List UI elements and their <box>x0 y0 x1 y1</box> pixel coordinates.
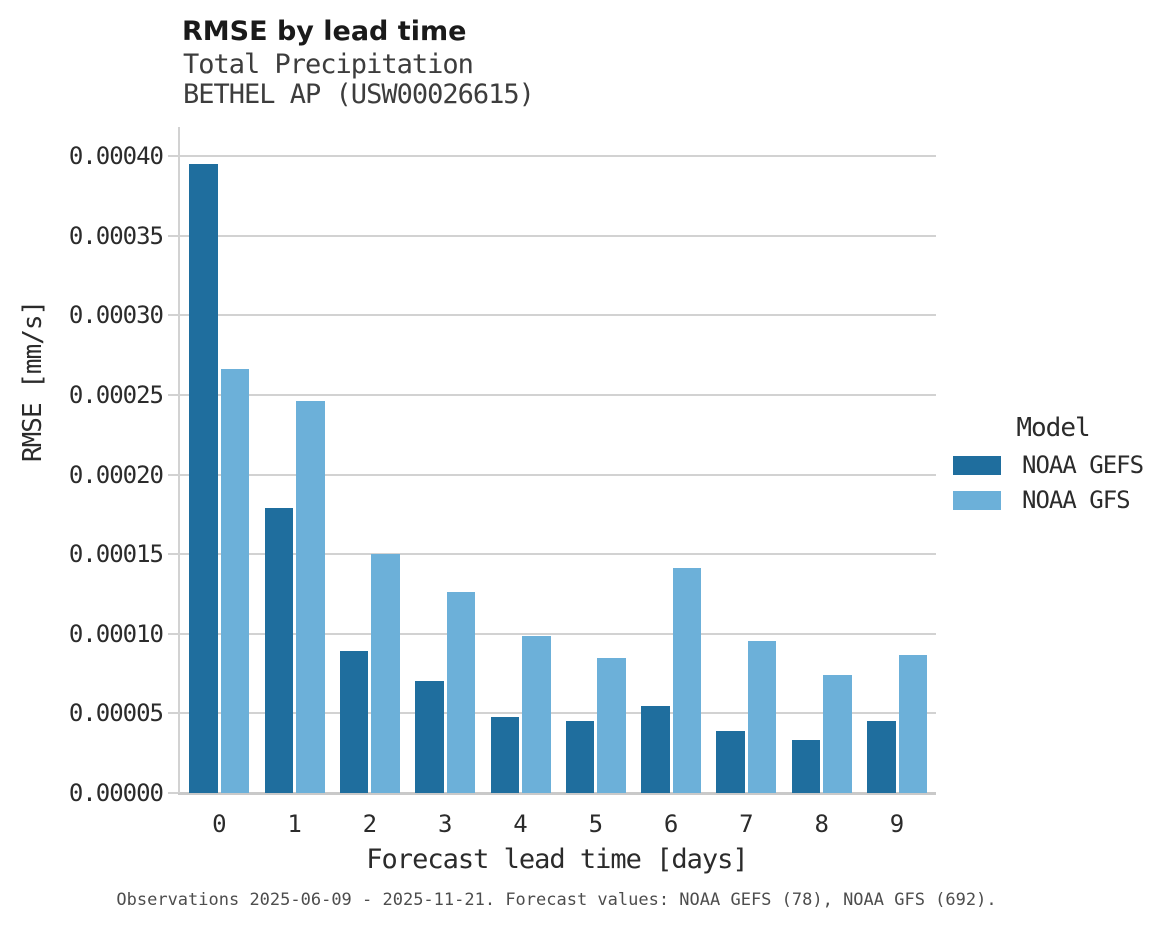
x-tick-label: 3 <box>437 810 453 838</box>
gridline <box>180 234 936 237</box>
x-tick-label: 7 <box>739 810 754 838</box>
y-tick-label: 0.00025 <box>68 380 164 409</box>
gridline <box>180 632 936 635</box>
bar-noaa-gefs-day2 <box>339 650 369 793</box>
bar-noaa-gefs-day3 <box>415 680 444 793</box>
x-tick-label: 4 <box>513 810 528 838</box>
legend-entry: NOAA GEFS <box>953 451 1163 479</box>
y-tick-mark <box>168 712 179 715</box>
x-tick-label: 2 <box>362 810 378 838</box>
y-tick-mark <box>168 473 179 476</box>
x-tick-label: 0 <box>212 810 227 838</box>
chart-subtitle-station: BETHEL AP (USW00026615) <box>183 79 535 110</box>
bar-noaa-gfs-day2 <box>371 554 400 793</box>
bar-noaa-gefs-day7 <box>716 730 745 793</box>
bar-noaa-gfs-day7 <box>747 640 777 793</box>
y-tick-mark <box>168 314 179 317</box>
x-axis-line <box>178 792 936 795</box>
bar-noaa-gfs-day5 <box>597 657 626 793</box>
x-tick-label: 8 <box>814 810 829 838</box>
bar-noaa-gfs-day1 <box>296 401 325 793</box>
gridline <box>180 473 936 476</box>
x-tick-label: 1 <box>287 810 302 838</box>
gridline <box>180 393 936 396</box>
y-tick-label: 0.00015 <box>68 540 164 569</box>
bar-noaa-gfs-day3 <box>446 592 476 793</box>
legend: Model NOAA GEFS NOAA GFS <box>953 413 1163 522</box>
gridline <box>180 553 936 556</box>
legend-entry: NOAA GFS <box>953 486 1163 514</box>
legend-label: NOAA GEFS <box>1022 451 1144 479</box>
gridline <box>180 155 936 157</box>
legend-swatch-icon <box>953 490 1001 510</box>
bar-noaa-gfs-day0 <box>220 369 250 793</box>
chart-title: RMSE by lead time <box>182 16 467 47</box>
gridline <box>180 712 936 715</box>
bar-noaa-gfs-day8 <box>823 675 852 793</box>
bar-noaa-gfs-day9 <box>898 655 927 793</box>
x-tick-label: 9 <box>889 810 905 838</box>
legend-label: NOAA GFS <box>1022 486 1131 514</box>
y-tick-label: 0.00010 <box>68 619 164 648</box>
bar-noaa-gfs-day4 <box>522 636 551 793</box>
gridline <box>180 314 936 317</box>
x-axis-label: Forecast lead time [days] <box>366 844 748 875</box>
y-axis-line <box>178 127 180 793</box>
y-tick-label: 0.00020 <box>68 460 164 489</box>
legend-swatch-icon <box>953 455 1001 475</box>
y-tick-mark <box>168 234 179 237</box>
y-tick-label: 0.00040 <box>68 142 164 170</box>
y-tick-mark <box>168 792 179 794</box>
y-tick-label: 0.00035 <box>68 221 164 250</box>
x-tick-label: 5 <box>588 810 604 838</box>
bar-noaa-gefs-day9 <box>867 720 896 793</box>
y-tick-label: 0.00030 <box>68 301 164 330</box>
caption: Observations 2025-06-09 - 2025-11-21. Fo… <box>116 890 997 910</box>
y-tick-mark <box>168 553 179 556</box>
bar-noaa-gefs-day4 <box>490 717 519 793</box>
y-tick-label: 0.00000 <box>68 779 164 807</box>
bar-noaa-gfs-day6 <box>672 568 702 793</box>
chart-subtitle-variable: Total Precipitation <box>183 49 474 80</box>
bar-noaa-gefs-day8 <box>791 739 821 793</box>
bar-noaa-gefs-day5 <box>565 720 595 793</box>
y-tick-mark <box>168 155 179 157</box>
bar-noaa-gefs-day1 <box>264 507 294 793</box>
bar-noaa-gefs-day6 <box>641 706 670 793</box>
legend-title: Model <box>1016 413 1090 443</box>
y-tick-mark <box>168 393 179 396</box>
y-tick-mark <box>168 632 179 635</box>
bar-noaa-gefs-day0 <box>189 163 218 793</box>
y-tick-label: 0.00005 <box>68 699 164 728</box>
x-tick-label: 6 <box>663 810 679 838</box>
